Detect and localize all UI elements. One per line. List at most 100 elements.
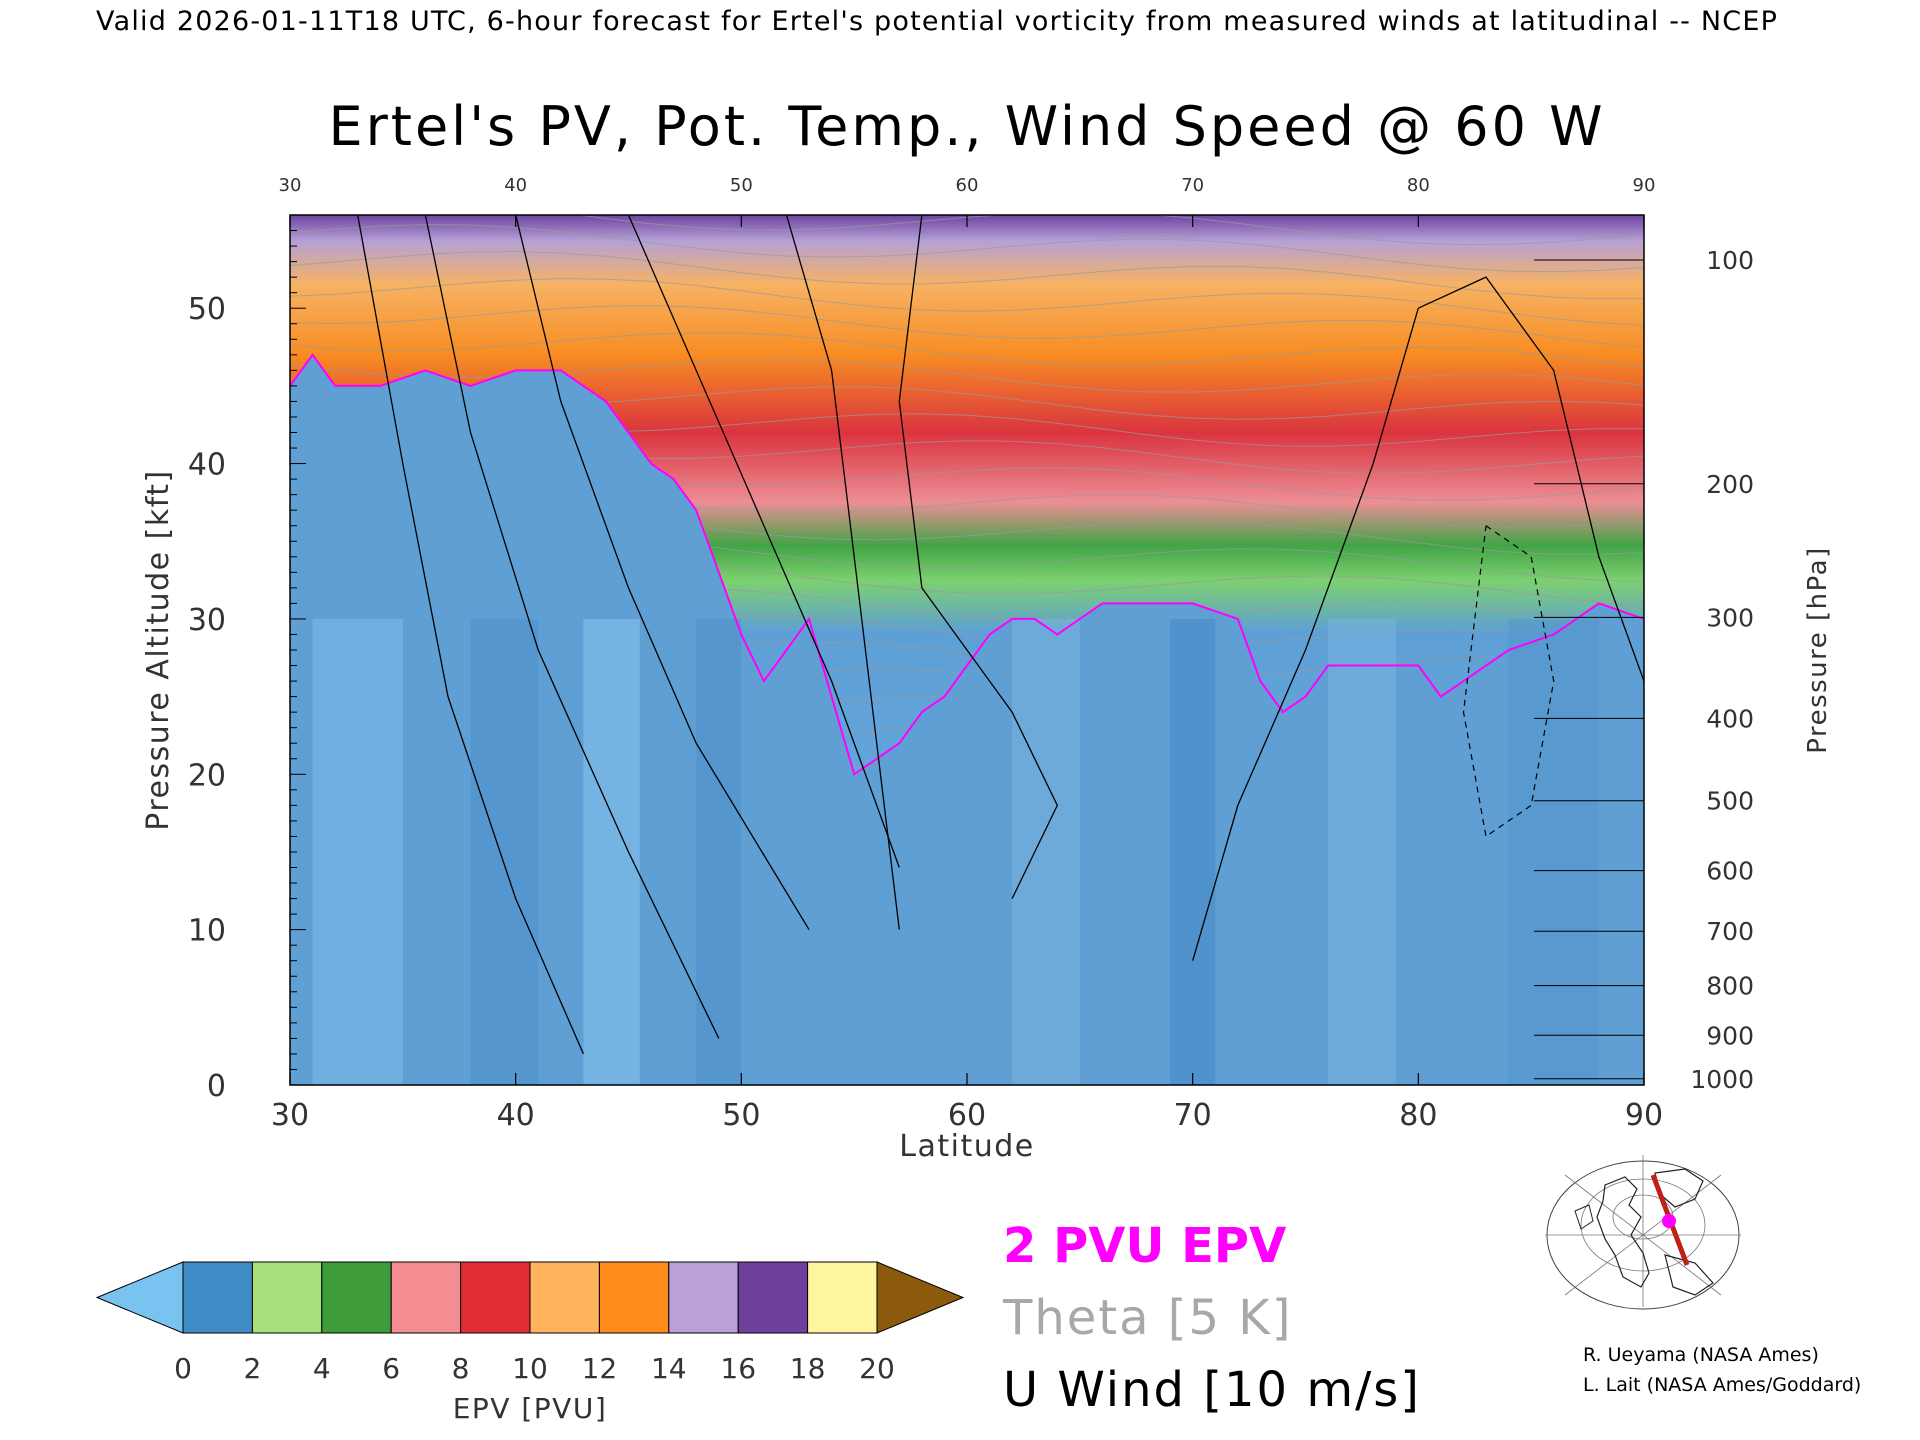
troposphere-shade [583, 618, 640, 1085]
x-tick-top-label: 70 [1181, 175, 1204, 196]
wind-contour [357, 215, 584, 1055]
chart-subtitle: Valid 2026-01-11T18 UTC, 6-hour forecast… [96, 6, 1778, 37]
pressure-tick-label: 200 [1706, 470, 1754, 499]
x-tick-label: 80 [1399, 1098, 1437, 1133]
x-tick-label: 60 [948, 1098, 986, 1133]
x-tick-label: 70 [1174, 1098, 1212, 1133]
colorbar-tick-label: 16 [720, 1352, 756, 1385]
map-inset [1545, 1155, 1741, 1310]
colorbar-segment [460, 1261, 531, 1334]
pressure-tick-label: 700 [1706, 917, 1754, 946]
plot-area [290, 215, 1644, 1085]
troposphere-shade [1170, 618, 1216, 1085]
x-axis-top: 30 40 50 60 70 80 90 [279, 175, 1656, 227]
x-axis-bottom: 30 40 50 60 70 80 90 [271, 1073, 1663, 1133]
wind-contours [357, 215, 1644, 1055]
troposphere-shade [470, 618, 539, 1085]
x-tick-top-label: 60 [956, 175, 979, 196]
colorbar-segment [737, 1261, 809, 1334]
colorbar-max-arrow [876, 1261, 965, 1334]
y-tick-label: 30 [188, 603, 226, 638]
pressure-tick-label: 900 [1706, 1021, 1754, 1050]
colorbar-segment [321, 1261, 392, 1334]
colorbar-tick-label: 18 [790, 1352, 826, 1385]
wind-contour [1192, 308, 1419, 961]
wind-contour [424, 215, 720, 1039]
wind-contour [898, 215, 1059, 899]
y-tick-label: 10 [188, 914, 226, 949]
y-tick-label: 0 [207, 1069, 226, 1104]
colorbar-min-arrow [95, 1261, 184, 1334]
colorbar-title: EPV [PVU] [453, 1392, 608, 1425]
theta-contour [290, 224, 1644, 273]
colorbar-tick-label: 12 [582, 1352, 618, 1385]
location-marker-icon [1662, 1214, 1676, 1228]
y2-axis-label: Pressure [hPa] [1803, 546, 1833, 754]
wind-contour-negative [1462, 525, 1555, 838]
pressure-tick-label: 500 [1706, 787, 1754, 816]
colorbar-tick-label: 4 [313, 1352, 331, 1385]
pressure-tick-label: 600 [1706, 857, 1754, 886]
credit-line-2: L. Lait (NASA Ames/Goddard) [1583, 1374, 1862, 1396]
theta-contour [290, 251, 1644, 300]
legend-u-wind: U Wind [10 m/s] [1003, 1362, 1422, 1418]
troposphere-shade [1012, 618, 1080, 1085]
pressure-tick-label: 100 [1706, 246, 1754, 275]
y-axis-right: 100 200 300 400 500 600 700 800 900 1000 [1534, 246, 1754, 1094]
colorbar-tick-label: 14 [651, 1352, 687, 1385]
troposphere-shading [312, 618, 1599, 1085]
colorbar-segment [390, 1261, 462, 1334]
x-tick-top-label: 80 [1407, 175, 1430, 196]
pressure-tick-label: 800 [1706, 972, 1754, 1001]
pressure-tick-label: 300 [1706, 603, 1754, 632]
theta-contour [290, 332, 1644, 368]
colorbar-segment [529, 1261, 600, 1334]
y-axis-left: 0 10 20 30 40 50 [188, 230, 306, 1104]
colorbar-segment [807, 1261, 878, 1334]
colorbar-segment [668, 1261, 739, 1334]
theta-contour [290, 278, 1644, 326]
colorbar-tick-label: 20 [859, 1352, 895, 1385]
wind-contour [627, 215, 900, 868]
colorbar-segment [251, 1261, 323, 1334]
troposphere-shade [1508, 618, 1599, 1085]
colorbar: 0 2 4 6 8 10 12 14 16 18 20 [95, 1261, 965, 1385]
x-tick-label: 40 [497, 1098, 535, 1133]
tropopause-2pvu-line [290, 353, 1644, 776]
x-tick-top-label: 30 [279, 175, 302, 196]
troposphere-fill [290, 354, 1644, 1085]
x-tick-top-label: 50 [730, 175, 753, 196]
colorbar-tick-label: 8 [452, 1352, 470, 1385]
colorbar-tick-label: 0 [174, 1352, 192, 1385]
colorbar-segment [598, 1261, 670, 1334]
troposphere-shade [1328, 618, 1396, 1085]
pressure-tick-label: 400 [1706, 704, 1754, 733]
legend-theta: Theta [5 K] [1003, 1290, 1293, 1346]
colorbar-segment [182, 1261, 253, 1334]
colorbar-tick-label: 10 [512, 1352, 548, 1385]
troposphere-shade [696, 618, 742, 1085]
colorbar-tick-label: 2 [243, 1352, 261, 1385]
y-axis-label: Pressure Altitude [kft] [141, 469, 176, 830]
wind-contour [1418, 276, 1644, 682]
colorbar-tick-label: 6 [382, 1352, 400, 1385]
y-tick-label: 40 [188, 448, 226, 483]
legend-2pvu: 2 PVU EPV [1003, 1218, 1287, 1274]
pressure-tick-label: 1000 [1690, 1065, 1754, 1094]
theta-contour [290, 305, 1644, 349]
wind-contour [785, 215, 900, 930]
x-tick-label: 90 [1625, 1098, 1663, 1133]
x-tick-top-label: 40 [504, 175, 527, 196]
wind-contour [515, 215, 810, 930]
x-tick-label: 50 [722, 1098, 760, 1133]
troposphere-shade [312, 618, 403, 1085]
y-tick-label: 50 [188, 292, 226, 327]
x-tick-top-label: 90 [1633, 175, 1656, 196]
chart-title: Ertel's PV, Pot. Temp., Wind Speed @ 60 … [328, 95, 1605, 158]
x-axis-label: Latitude [899, 1129, 1034, 1164]
globe-map-icon [1545, 1155, 1741, 1310]
x-tick-label: 30 [271, 1098, 309, 1133]
y-tick-label: 20 [188, 758, 226, 793]
credit-line-1: R. Ueyama (NASA Ames) [1583, 1344, 1819, 1366]
